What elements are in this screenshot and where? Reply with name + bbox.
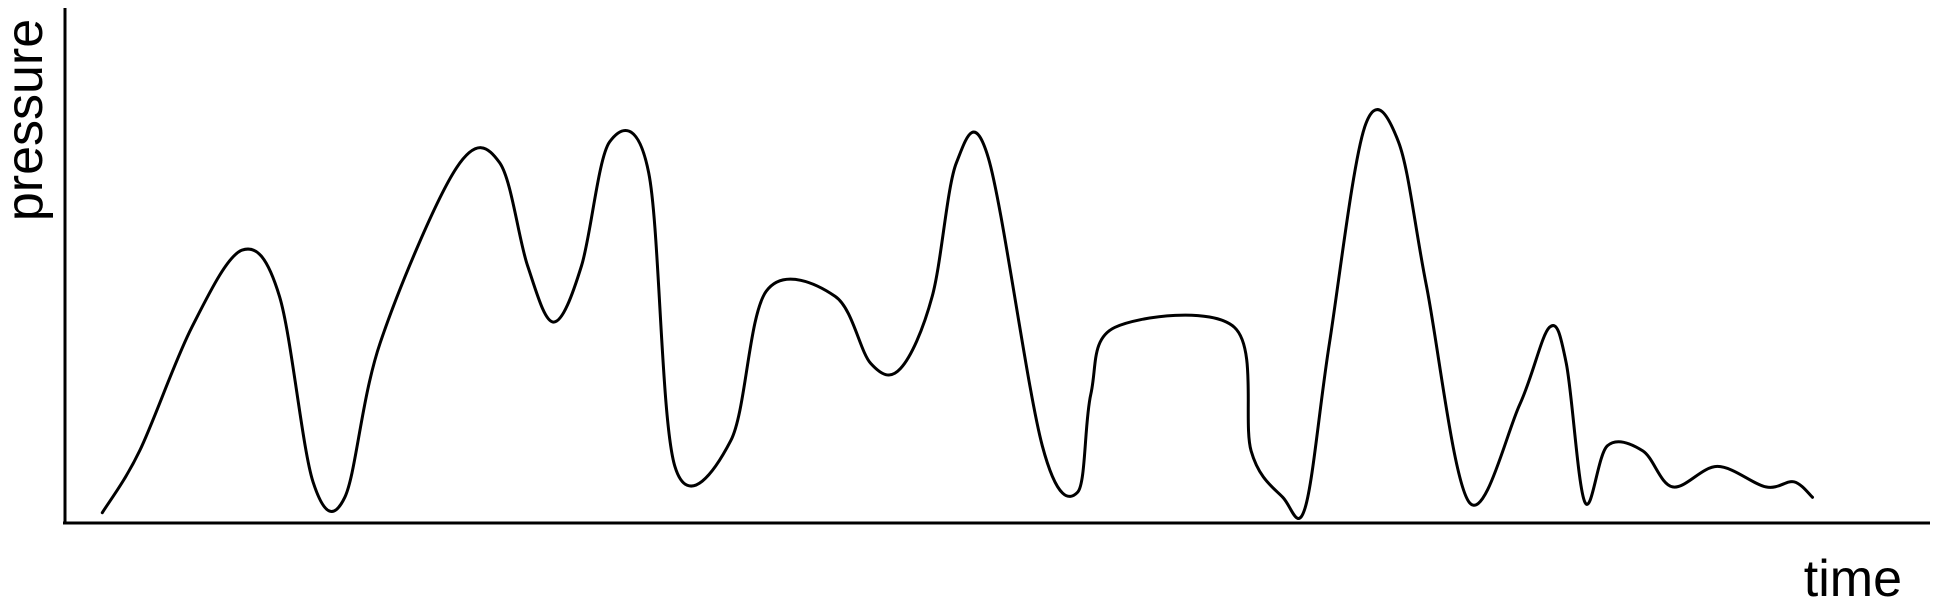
x-axis-label: time — [1804, 550, 1902, 600]
series-layer — [100, 108, 1814, 520]
series-line-0 — [100, 108, 1814, 520]
y-axis-label: pressure — [0, 19, 54, 221]
